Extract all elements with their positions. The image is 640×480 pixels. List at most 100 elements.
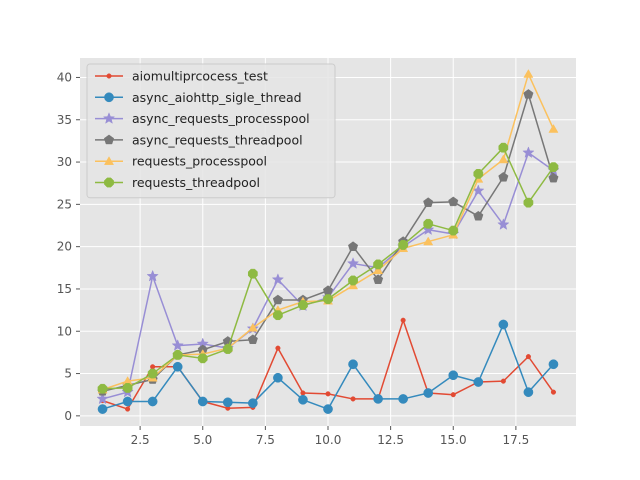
data-point: [473, 169, 484, 179]
x-tick-label: 17.5: [503, 433, 530, 447]
data-point: [498, 171, 509, 182]
legend-label: async_requests_processpool: [132, 111, 310, 126]
data-point: [300, 390, 306, 396]
data-point: [548, 162, 559, 172]
data-point: [348, 275, 358, 286]
x-axis-ticks: 2.5 5.0 7.5 10.0 12.5 15.0 17.5: [131, 426, 530, 447]
y-tick-label: 25: [57, 197, 72, 211]
data-point: [423, 218, 434, 229]
legend-swatch-marker: [104, 92, 114, 103]
data-point: [398, 394, 409, 404]
data-point: [275, 345, 281, 351]
y-tick-label: 15: [57, 282, 72, 296]
data-point: [146, 269, 159, 282]
legend-swatch-marker: [103, 134, 115, 145]
legend-label: requests_threadpool: [132, 175, 260, 190]
y-tick-label: 40: [57, 70, 72, 84]
series-async_aiohttp_sigle_thread: [97, 319, 559, 414]
data-point: [323, 294, 333, 304]
data-point: [97, 404, 108, 414]
data-point: [348, 359, 358, 370]
data-point: [448, 225, 459, 236]
data-point: [147, 396, 158, 407]
x-tick-label: 2.5: [131, 433, 150, 447]
legend-swatch-marker: [106, 73, 112, 79]
data-point: [548, 172, 559, 183]
data-point: [448, 196, 459, 207]
data-point: [222, 397, 233, 408]
data-point: [247, 334, 258, 345]
data-point: [497, 218, 510, 230]
data-point: [522, 146, 535, 158]
legend-label: async_aiohttp_sigle_thread: [132, 90, 302, 105]
data-point: [448, 370, 459, 381]
x-tick-label: 7.5: [256, 433, 275, 447]
data-point: [400, 317, 406, 323]
data-point: [450, 392, 456, 398]
legend-item: async_requests_threadpool: [95, 132, 303, 147]
data-point: [222, 344, 233, 354]
data-point: [271, 273, 285, 285]
data-point: [525, 354, 531, 360]
legend-item: requests_processpool: [95, 154, 267, 169]
data-point: [550, 389, 557, 395]
data-point: [398, 240, 409, 250]
data-point: [125, 406, 131, 412]
x-tick-label: 15.0: [440, 433, 467, 447]
data-point: [523, 89, 534, 99]
data-point: [548, 124, 559, 133]
legend-item: requests_threadpool: [95, 175, 260, 190]
legend: aiomultiprcocess_test async_aiohttp_sigle…: [86, 63, 336, 199]
data-point: [122, 396, 133, 407]
legend-item: aiomultiprcocess_test: [95, 69, 268, 84]
data-point: [171, 339, 184, 351]
data-point: [498, 319, 509, 330]
data-point: [247, 398, 258, 409]
legend-label: async_requests_threadpool: [132, 132, 303, 147]
data-point: [348, 241, 359, 251]
data-point: [523, 69, 534, 78]
legend-swatch-marker: [104, 177, 114, 188]
data-point: [97, 383, 108, 394]
data-point: [350, 396, 356, 402]
data-point: [122, 383, 133, 393]
legend-item: async_aiohttp_sigle_thread: [95, 90, 302, 105]
x-tick-label: 12.5: [377, 433, 404, 447]
data-point: [298, 394, 308, 405]
data-point: [373, 259, 383, 270]
data-point: [273, 310, 283, 321]
y-tick-label: 5: [64, 367, 72, 381]
y-tick-label: 10: [57, 324, 72, 338]
legend-label: requests_processpool: [132, 154, 267, 169]
data-point: [423, 236, 434, 246]
data-point: [172, 350, 183, 360]
data-point: [247, 322, 258, 332]
data-point: [273, 372, 283, 383]
y-tick-label: 30: [57, 155, 72, 169]
data-point: [523, 197, 534, 208]
legend-item: async_requests_processpool: [95, 111, 310, 126]
data-point: [473, 377, 484, 387]
legend-box: [86, 63, 336, 199]
data-point: [523, 387, 534, 398]
data-point: [373, 394, 383, 404]
data-point: [323, 404, 333, 414]
data-point: [150, 364, 156, 370]
legend-swatch-marker: [102, 112, 116, 124]
data-point: [498, 154, 509, 164]
data-point: [473, 210, 484, 221]
data-point: [172, 361, 183, 372]
data-point: [423, 197, 434, 207]
data-point: [346, 257, 360, 269]
data-point: [96, 392, 109, 405]
data-point: [373, 265, 384, 275]
data-point: [197, 396, 208, 407]
data-point: [298, 300, 308, 310]
x-tick-label: 5.0: [193, 433, 212, 447]
data-point: [247, 268, 258, 279]
data-point: [498, 142, 509, 153]
series-layer: [96, 69, 560, 414]
y-tick-label: 35: [57, 113, 72, 127]
data-point: [423, 388, 434, 398]
